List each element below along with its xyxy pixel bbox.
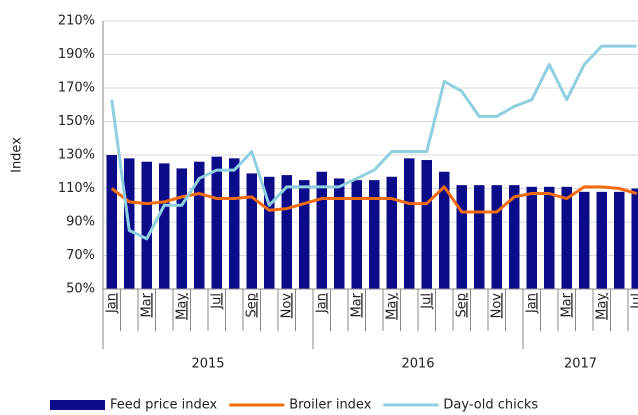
bar: [386, 176, 397, 289]
bar: [334, 178, 345, 289]
x-tick-label: Mar: [139, 292, 154, 317]
bar: [526, 186, 537, 289]
x-tick-label: Mar: [559, 292, 574, 317]
x-tick-label: Mar: [349, 292, 364, 317]
legend-label: Feed price index: [110, 398, 218, 413]
bar: [561, 186, 572, 289]
bar: [369, 180, 380, 289]
bar: [509, 185, 520, 289]
y-tick-label: 130%: [58, 148, 95, 163]
y-tick-label: 50%: [66, 282, 95, 297]
bar: [194, 161, 205, 289]
year-label: 2017: [564, 357, 597, 372]
bar: [491, 185, 502, 289]
x-tick-label: May: [174, 293, 189, 320]
bar: [404, 158, 415, 289]
x-tick-label: May: [594, 293, 609, 320]
x-tick-label: Jul: [629, 293, 638, 310]
x-tick-label: Sep: [454, 293, 469, 318]
y-tick-label: 110%: [58, 181, 95, 196]
x-tick-label: Jan: [104, 293, 119, 314]
legend-swatch: [50, 400, 105, 410]
bar: [264, 176, 275, 289]
line-series: [110, 185, 638, 214]
bar: [176, 168, 187, 289]
y-tick-label: 150%: [58, 114, 95, 129]
bar: [474, 185, 485, 289]
y-tick-label: 190%: [58, 47, 95, 62]
bar: [159, 163, 170, 289]
legend-label: Broiler index: [289, 398, 372, 413]
bar: [281, 175, 292, 289]
bar: [614, 191, 625, 289]
x-tick-label: Sep: [244, 293, 259, 318]
x-tick-label: May: [384, 293, 399, 320]
bar: [246, 173, 257, 289]
x-tick-label: Nov: [279, 293, 294, 319]
bar: [596, 191, 607, 289]
y-tick-label: 210%: [58, 14, 95, 29]
x-tick-label: Jul: [419, 293, 434, 310]
y-tick-label: 90%: [66, 215, 95, 230]
bar: [141, 161, 152, 289]
x-tick-label: Nov: [489, 293, 504, 319]
bar: [316, 171, 327, 289]
year-label: 2016: [401, 357, 434, 372]
year-label: 2015: [191, 357, 224, 372]
y-tick-label: 70%: [66, 248, 95, 263]
y-tick-label: 170%: [58, 81, 95, 96]
line-series: [110, 44, 637, 241]
bar: [544, 186, 555, 289]
bar: [106, 155, 117, 289]
x-tick-label: Jul: [209, 293, 224, 310]
bar: [456, 185, 467, 289]
bar: [351, 180, 362, 289]
bar: [211, 156, 222, 289]
x-tick-label: Jan: [314, 293, 329, 314]
y-axis-title: Index: [10, 137, 25, 173]
x-tick-label: Jan: [524, 293, 539, 314]
bar: [631, 188, 638, 289]
bar: [421, 160, 432, 289]
bar: [229, 158, 240, 289]
bar: [439, 171, 450, 289]
legend-label: Day-old chicks: [443, 398, 538, 413]
bar: [299, 180, 310, 289]
bar: [579, 191, 590, 289]
